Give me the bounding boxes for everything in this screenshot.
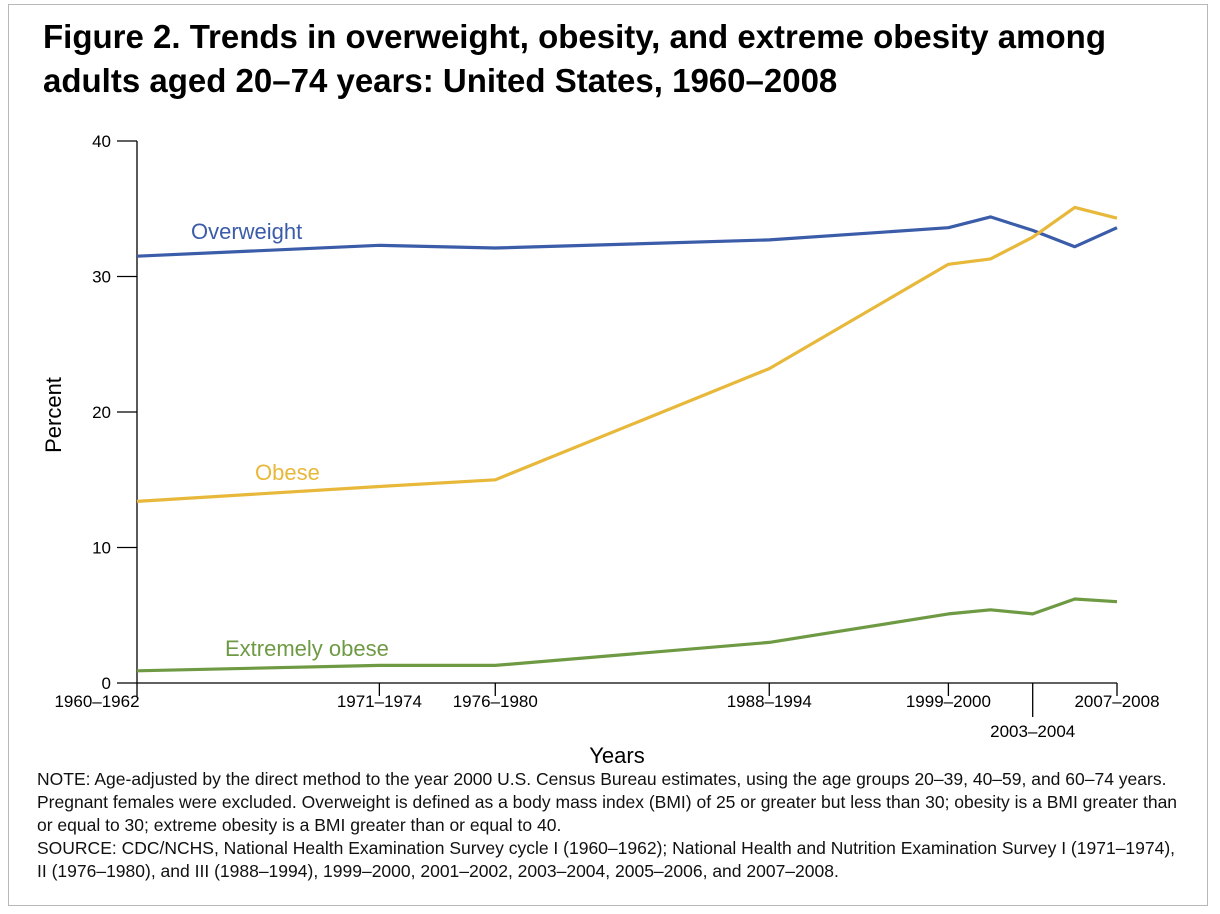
series-line-overweight [136, 215, 1118, 258]
y-tick-label: 10 [92, 539, 111, 558]
note-text: NOTE: Age-adjusted by the direct method … [37, 769, 1178, 835]
y-tick-label: 40 [92, 132, 111, 151]
line-chart: 0 10 20 30 40 1960–1962 1971–1974 1976–1980 1988… [41, 132, 1160, 768]
series-group: Overweight Obese Extremely obese [136, 205, 1118, 673]
y-axis-title: Percent [41, 377, 66, 453]
x-tick-label: 1988–1994 [727, 692, 812, 711]
x-tick-label: 2007–2008 [1074, 692, 1159, 711]
figure-frame: Figure 2. Trends in overweight, obesity,… [8, 4, 1208, 906]
x-tick-label: 1971–1974 [337, 692, 422, 711]
x-axis-title: Years [589, 743, 644, 768]
axes: 0 10 20 30 40 1960–1962 1971–1974 1976–1980 1988… [54, 132, 1159, 741]
x-tick-label: 1976–1980 [453, 692, 538, 711]
x-tick-label: 1960–1962 [54, 692, 139, 711]
y-tick-label: 30 [92, 268, 111, 287]
series-label-overweight: Overweight [191, 219, 302, 244]
x-tick-label: 1999–2000 [906, 692, 991, 711]
series-label-extremely-obese: Extremely obese [225, 636, 389, 661]
series-line-obese [136, 205, 1118, 503]
y-tick-label: 20 [92, 403, 111, 422]
series-line-extremely-obese [136, 597, 1118, 673]
source-text: SOURCE: CDC/NCHS, National Health Examin… [37, 838, 1176, 881]
x-tick-label: 2003–2004 [990, 722, 1075, 741]
series-label-obese: Obese [255, 460, 320, 485]
y-tick-label: 0 [102, 674, 111, 693]
chart-notes: NOTE: Age-adjusted by the direct method … [37, 768, 1187, 883]
chart-title: Figure 2. Trends in overweight, obesity,… [43, 18, 1106, 99]
